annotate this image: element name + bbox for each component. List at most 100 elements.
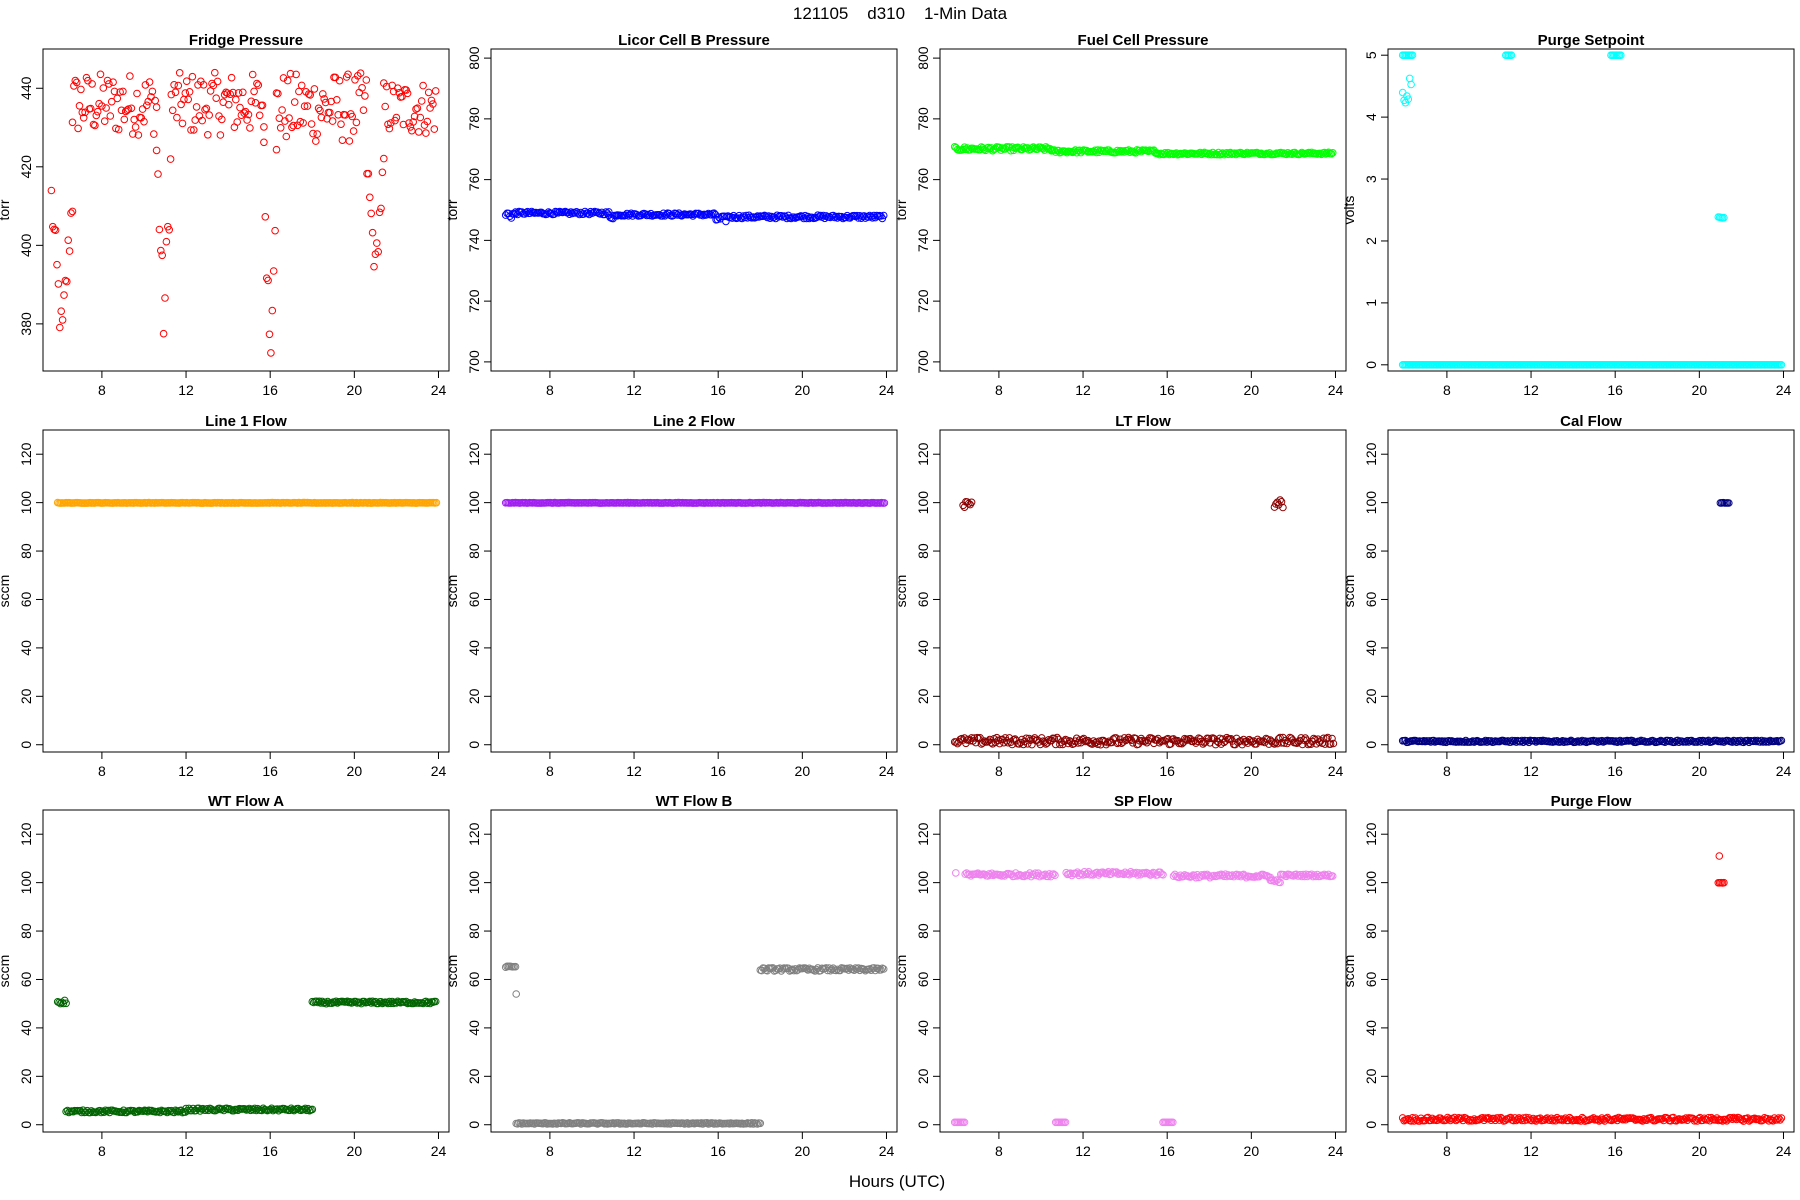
data-point [341, 111, 350, 119]
y-tick-label: 0 [915, 1121, 931, 1129]
y-tick-label: 80 [18, 923, 34, 939]
y-tick-label: 120 [915, 822, 931, 846]
data-point [394, 84, 402, 92]
y-tick-label: 100 [1363, 871, 1379, 895]
data-point [1728, 1115, 1737, 1123]
y-tick-label: 60 [915, 591, 931, 607]
data-point [335, 76, 344, 85]
data-point [1144, 147, 1153, 156]
data-point [245, 1104, 253, 1113]
y-tick-label: 80 [915, 543, 931, 559]
data-point [188, 72, 197, 81]
x-tick-label: 20 [347, 763, 363, 779]
y-tick-label: 100 [915, 491, 931, 515]
data-point [191, 116, 199, 124]
data-point [385, 124, 394, 133]
data-point [201, 105, 209, 114]
data-point [359, 106, 368, 114]
data-point [378, 168, 387, 177]
data-point [431, 87, 440, 95]
x-tick-label: 8 [98, 382, 106, 398]
data-point [316, 999, 325, 1007]
data-point [1777, 1114, 1786, 1122]
x-tick-label: 16 [710, 382, 726, 398]
data-point [412, 105, 420, 113]
data-point [879, 211, 888, 220]
data-point [68, 118, 77, 127]
data-point [260, 138, 268, 147]
series-points [501, 498, 889, 507]
x-tick-label: 20 [1692, 763, 1708, 779]
data-point [1506, 738, 1515, 746]
data-point [247, 97, 256, 106]
data-point [1773, 737, 1781, 745]
plot-frame [1387, 429, 1795, 753]
data-point [710, 209, 718, 217]
data-point [764, 212, 773, 220]
data-point [53, 260, 61, 269]
plot-frame [490, 809, 898, 1133]
x-tick-label: 8 [995, 763, 1003, 779]
data-point [1490, 738, 1498, 746]
x-tick-label: 20 [1692, 382, 1708, 398]
data-point [1136, 146, 1144, 155]
data-point [278, 106, 286, 114]
data-point [1276, 496, 1284, 504]
data-point [276, 124, 285, 132]
data-point [1581, 737, 1589, 745]
data-point [367, 209, 376, 218]
data-point [158, 251, 166, 260]
data-point [64, 236, 72, 244]
data-point [271, 226, 279, 235]
x-tick-label: 12 [626, 1143, 642, 1159]
y-tick-label: 120 [915, 442, 931, 466]
data-point [178, 119, 187, 128]
data-point [384, 999, 392, 1008]
data-point [161, 294, 169, 302]
data-point [243, 116, 251, 124]
data-point [124, 105, 133, 113]
data-point [1199, 872, 1207, 880]
data-point [1298, 740, 1307, 749]
data-point [349, 127, 358, 135]
x-tick-label: 8 [995, 382, 1003, 398]
data-point [1664, 736, 1672, 745]
data-point [345, 137, 354, 145]
data-point [261, 213, 270, 221]
data-point [802, 214, 811, 223]
data-point [319, 90, 327, 98]
plot-frame [42, 809, 450, 1133]
data-point [423, 117, 432, 126]
data-point [302, 1106, 311, 1115]
data-point [78, 108, 87, 117]
panel-title: Fuel Cell Pressure [1078, 32, 1209, 49]
data-point [880, 499, 889, 507]
data-point [1327, 150, 1336, 158]
y-tick-label: 100 [18, 871, 34, 895]
data-point [1326, 740, 1335, 748]
data-point [1725, 499, 1733, 507]
x-tick-label: 20 [795, 1143, 811, 1159]
data-point [1279, 503, 1287, 512]
data-point [430, 125, 439, 133]
y-tick-label: 40 [915, 640, 931, 656]
data-point [1263, 735, 1272, 744]
data-point [213, 77, 222, 86]
data-point [118, 1108, 126, 1117]
y-tick-label: 700 [466, 350, 482, 374]
data-point [54, 280, 63, 288]
data-point [134, 131, 143, 139]
data-point [589, 208, 598, 217]
data-point [116, 88, 124, 96]
data-point [970, 734, 979, 742]
x-tick-label: 20 [347, 382, 363, 398]
plot-frame [42, 48, 450, 372]
data-point [1329, 739, 1338, 748]
data-point [1301, 734, 1310, 742]
data-point [321, 98, 330, 107]
data-point [225, 100, 233, 109]
data-point [1277, 498, 1286, 506]
